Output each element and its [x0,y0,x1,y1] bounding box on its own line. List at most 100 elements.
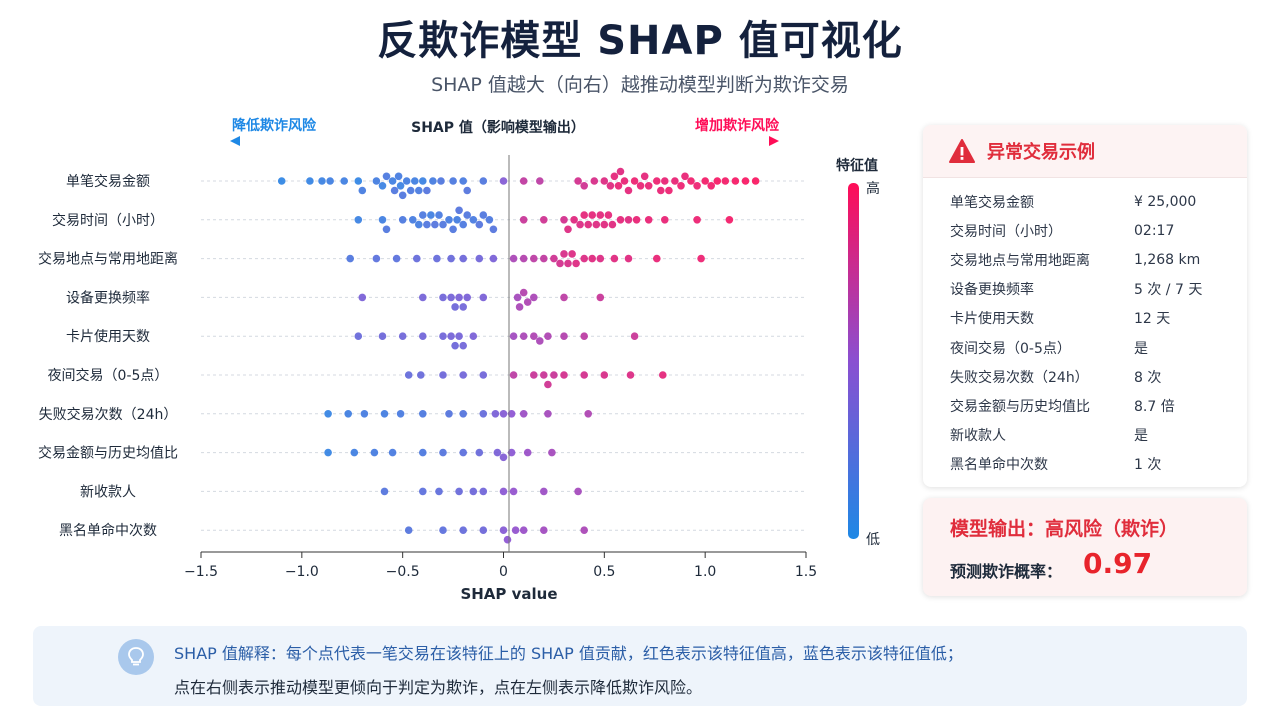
shap-point [354,216,363,224]
shap-point [402,177,411,185]
case-row: 交易时间（小时） 02:17 [923,216,1247,245]
shap-point [447,293,455,302]
shap-point [630,332,639,341]
shap-point [493,448,502,457]
shap-point [459,177,468,185]
case-row: 黑名单命中次数 1 次 [923,450,1247,479]
shap-point [392,254,401,263]
x-tick-label: −1.0 [285,564,319,580]
shap-point [626,371,635,379]
shap-point [324,448,332,457]
shap-point [404,526,413,534]
case-row: 设备更换频率 5 次 / 7 天 [923,275,1247,304]
shap-point [560,216,568,224]
shap-point [624,216,633,224]
colorbar-low-label: 低 [866,532,880,548]
shap-point [640,172,649,181]
shap-point [519,288,528,297]
shap-point [620,177,629,185]
x-tick-label: 1.0 [694,564,716,580]
x-tick-label: −1.5 [184,564,218,580]
chart-title: SHAP 值（影响模型输出） [411,119,585,136]
shap-point [580,332,588,341]
case-row-label: 单笔交易金额 [950,194,1034,211]
shap-point [499,453,508,462]
shap-point [435,211,443,219]
shap-point [616,167,625,176]
shap-point [404,371,413,379]
feature-label: 交易时间（小时） [52,212,164,229]
shap-point [507,410,516,418]
shap-point [721,177,730,185]
shap-point [415,220,423,229]
shap-point [382,172,391,181]
shap-point [630,177,639,185]
shap-point [398,332,407,341]
shap-point [449,177,457,185]
shap-point [409,216,417,224]
shap-point [354,332,363,341]
colorbar-title: 特征值 [836,157,878,174]
shap-point [741,177,750,185]
colorbar [848,183,859,539]
feature-label: 失败交易次数（24h） [39,406,178,423]
shap-point [459,526,468,534]
shap-point [396,182,405,190]
shap-point [439,448,447,457]
case-row-value: 12 天 [1134,311,1171,328]
shap-point [590,177,599,185]
shap-point [564,225,572,234]
shap-point [665,186,673,195]
shap-point [423,186,431,195]
shap-point [580,371,588,379]
shap-point [419,211,427,219]
shap-point [530,254,538,263]
shap-point [358,186,367,195]
shap-point [439,526,447,534]
shap-point [419,293,427,302]
anomaly-case-card: 异常交易示例 单笔交易金额 ¥ 25,000 交易时间（小时） 02:17 交易地点与常… [923,125,1247,487]
shap-point [499,410,508,418]
shap-point [479,371,488,379]
shap-point [346,254,355,263]
shap-point [519,526,528,534]
shap-point [406,186,415,195]
right-arrow-head [769,136,779,146]
case-card-header: 异常交易示例 [923,125,1247,178]
shap-point [306,177,314,185]
shap-point [713,177,722,185]
shap-point [644,182,653,190]
shap-point [584,410,592,418]
shap-point [596,254,605,263]
warning-icon [949,139,975,163]
x-tick-label: −0.5 [386,564,420,580]
shap-point [600,220,609,229]
shap-point [459,303,468,311]
shap-point [657,186,665,195]
shap-point [398,191,407,200]
shap-point [588,211,596,219]
shap-point [479,526,488,534]
left-annotation: 降低欺诈风险 [232,117,317,134]
page-subtitle: SHAP 值越大（向右）越推动模型判断为欺诈交易 [431,74,849,96]
case-row-value: 8 次 [1134,369,1162,386]
case-row-value: 02:17 [1134,222,1175,239]
shap-point [661,216,669,224]
shap-point [459,448,468,457]
shap-point [485,216,494,224]
shap-point [580,211,588,219]
shap-point [616,216,625,224]
shap-point [596,293,605,302]
case-card-title: 异常交易示例 [987,142,1095,163]
shap-point [540,254,548,263]
shap-point [394,172,403,181]
shap-point [372,254,381,263]
x-tick-label: 0 [499,564,508,580]
shap-point [693,216,701,224]
shap-point [435,487,443,496]
shap-point [429,177,437,185]
case-row-value: 1,268 km [1134,251,1201,268]
shap-point [378,182,387,190]
shap-point [358,293,367,302]
case-row-label: 卡片使用天数 [950,311,1034,328]
